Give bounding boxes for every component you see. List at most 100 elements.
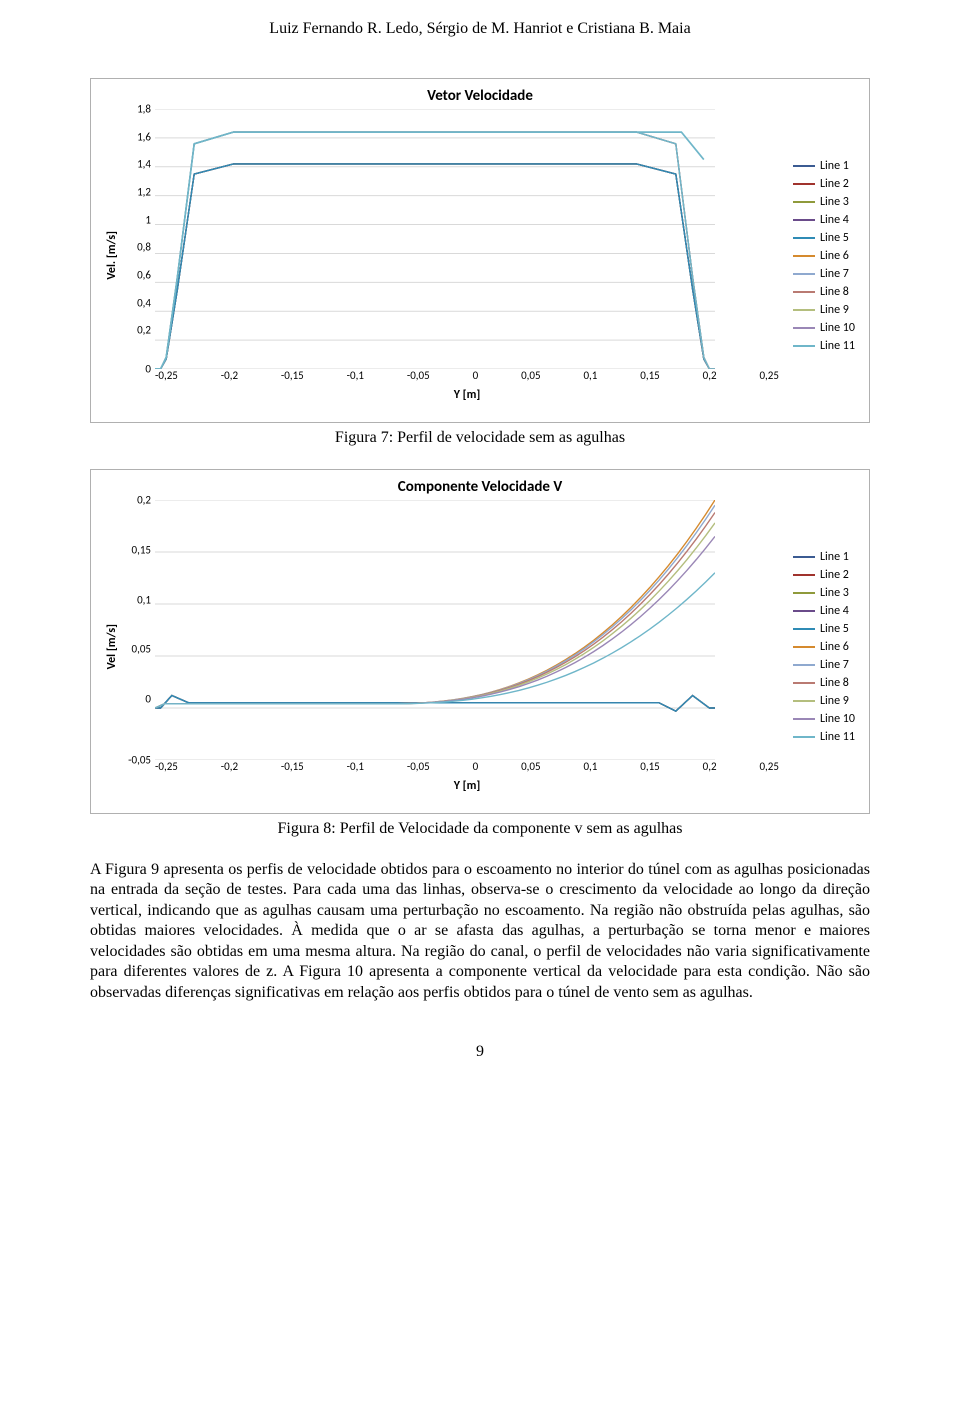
tick-label: 0,2 <box>703 369 717 382</box>
chart2-y-ticks: 0,20,150,10,050-0,05 <box>121 500 155 760</box>
legend-label: Line 9 <box>820 303 849 317</box>
chart1-ylabel: Vel. [m/s] <box>103 231 121 280</box>
chart-series-line <box>155 132 715 369</box>
legend-item: Line 8 <box>793 285 857 299</box>
tick-label: 1,4 <box>121 159 151 170</box>
chart2-x-ticks: -0,25-0,2-0,15-0,1-0,0500,050,10,150,20,… <box>155 760 779 773</box>
legend-label: Line 7 <box>820 267 849 281</box>
legend-label: Line 9 <box>820 694 849 708</box>
legend-swatch <box>793 628 815 630</box>
tick-label: -0,1 <box>347 760 364 773</box>
tick-label: 0,05 <box>121 644 151 655</box>
chart-series-line <box>155 164 715 369</box>
legend-label: Line 4 <box>820 604 849 618</box>
tick-label: 0,1 <box>121 594 151 605</box>
legend-swatch <box>793 700 815 702</box>
legend-label: Line 1 <box>820 159 849 173</box>
legend-label: Line 8 <box>820 676 849 690</box>
page-header-authors: Luiz Fernando R. Ledo, Sérgio de M. Hanr… <box>90 20 870 38</box>
tick-label: 1 <box>121 214 151 225</box>
legend-item: Line 9 <box>793 694 857 708</box>
page-number: 9 <box>90 1043 870 1061</box>
legend-item: Line 7 <box>793 658 857 672</box>
tick-label: -0,05 <box>407 369 430 382</box>
legend-item: Line 7 <box>793 267 857 281</box>
chart2-legend: Line 1Line 2Line 3Line 4Line 5Line 6Line… <box>779 500 857 793</box>
chart-series-line <box>155 132 704 369</box>
tick-label: 0,05 <box>521 760 540 773</box>
legend-label: Line 5 <box>820 622 849 636</box>
legend-swatch <box>793 327 815 329</box>
legend-item: Line 3 <box>793 195 857 209</box>
chart1-plot-area <box>155 109 715 369</box>
tick-label: -0,15 <box>281 760 304 773</box>
legend-item: Line 4 <box>793 213 857 227</box>
tick-label: 1,6 <box>121 131 151 142</box>
chart-series-line <box>155 132 715 369</box>
legend-label: Line 10 <box>820 321 855 335</box>
chart2-ylabel: Vel [m/s] <box>103 624 121 669</box>
tick-label: 1,2 <box>121 186 151 197</box>
legend-swatch <box>793 345 815 347</box>
legend-item: Line 4 <box>793 604 857 618</box>
legend-item: Line 5 <box>793 231 857 245</box>
legend-swatch <box>793 664 815 666</box>
legend-label: Line 6 <box>820 249 849 263</box>
legend-item: Line 2 <box>793 177 857 191</box>
tick-label: -0,25 <box>155 760 178 773</box>
tick-label: 0,25 <box>759 369 778 382</box>
legend-item: Line 11 <box>793 339 857 353</box>
tick-label: 1,8 <box>121 104 151 115</box>
legend-item: Line 5 <box>793 622 857 636</box>
legend-item: Line 3 <box>793 586 857 600</box>
legend-label: Line 3 <box>820 195 849 209</box>
legend-swatch <box>793 718 815 720</box>
tick-label: 0,25 <box>759 760 778 773</box>
chart-series-line <box>155 132 715 369</box>
legend-swatch <box>793 273 815 275</box>
tick-label: -0,1 <box>347 369 364 382</box>
tick-label: 0,4 <box>121 297 151 308</box>
legend-item: Line 6 <box>793 640 857 654</box>
legend-swatch <box>793 165 815 167</box>
tick-label: -0,05 <box>121 754 151 765</box>
legend-swatch <box>793 219 815 221</box>
legend-swatch <box>793 309 815 311</box>
chart-series-line <box>155 132 715 369</box>
legend-swatch <box>793 574 815 576</box>
body-paragraph: A Figura 9 apresenta os perfis de veloci… <box>90 860 870 1003</box>
legend-swatch <box>793 556 815 558</box>
tick-label: 0,2 <box>703 760 717 773</box>
tick-label: 0,6 <box>121 269 151 280</box>
legend-swatch <box>793 201 815 203</box>
chart1-title: Vetor Velocidade <box>103 87 857 105</box>
tick-label: 0,15 <box>640 760 659 773</box>
chart-series-line <box>155 164 715 369</box>
tick-label: 0 <box>121 363 151 374</box>
legend-item: Line 10 <box>793 321 857 335</box>
tick-label: 0 <box>473 369 479 382</box>
chart-series-line <box>155 573 715 708</box>
chart-series-line <box>155 132 715 369</box>
tick-label: 0,15 <box>121 544 151 555</box>
legend-item: Line 10 <box>793 712 857 726</box>
tick-label: 0,05 <box>521 369 540 382</box>
tick-label: 0,1 <box>583 369 597 382</box>
tick-label: -0,15 <box>281 369 304 382</box>
chart-series-line <box>155 523 715 708</box>
chart-series-line <box>155 164 715 369</box>
legend-label: Line 10 <box>820 712 855 726</box>
tick-label: 0,2 <box>121 325 151 336</box>
chart2-title: Componente Velocidade V <box>103 478 857 496</box>
tick-label: -0,25 <box>155 369 178 382</box>
legend-label: Line 11 <box>820 339 855 353</box>
tick-label: 0 <box>121 694 151 705</box>
figure8-caption: Figura 8: Perfil de Velocidade da compon… <box>90 820 870 838</box>
legend-label: Line 5 <box>820 231 849 245</box>
legend-swatch <box>793 237 815 239</box>
legend-item: Line 9 <box>793 303 857 317</box>
legend-label: Line 7 <box>820 658 849 672</box>
legend-item: Line 8 <box>793 676 857 690</box>
legend-swatch <box>793 291 815 293</box>
tick-label: -0,2 <box>221 369 238 382</box>
